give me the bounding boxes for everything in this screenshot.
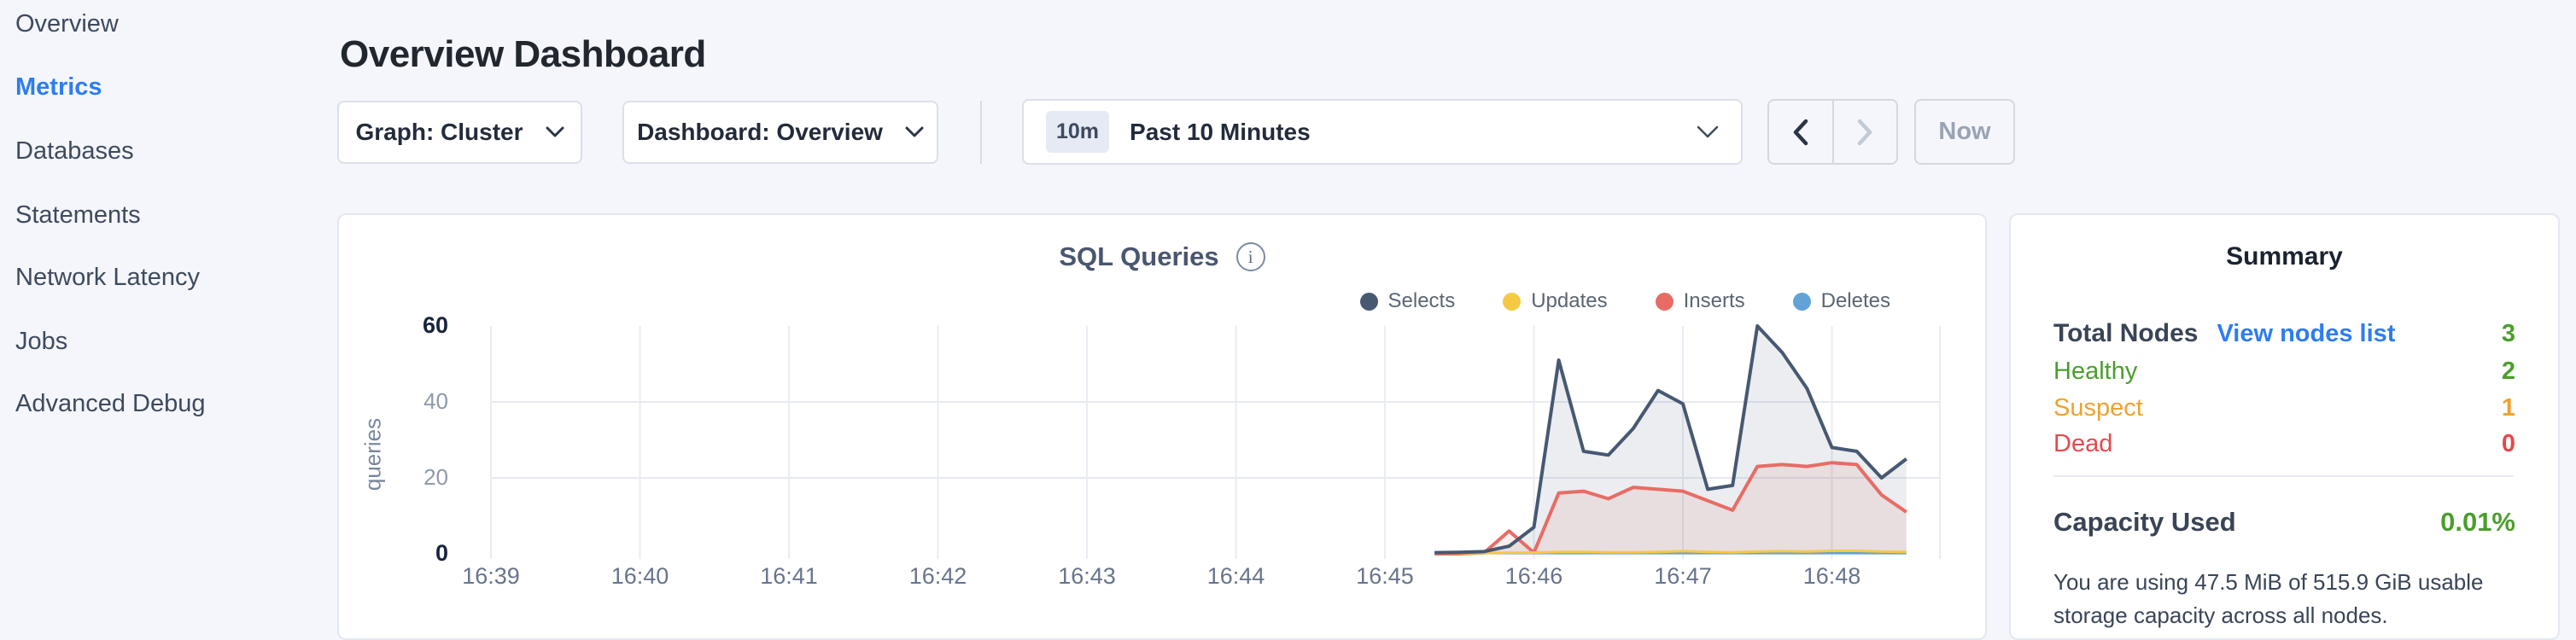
now-button[interactable]: Now [1914,99,2015,165]
capacity-description: You are using 47.5 MiB of 515.9 GiB usab… [2053,569,2484,628]
summary-divider [2053,475,2514,477]
view-nodes-list-link[interactable]: View nodes list [2217,320,2396,347]
time-step-buttons [1767,99,1898,165]
suspect-nodes-row: Suspect 1 [2053,394,2515,422]
chart-legend: Selects Updates Inserts Deletes [1359,289,1890,313]
x-axis-tick: 16:47 [1654,563,1712,589]
x-axis-tick: 16:46 [1504,563,1563,589]
time-step-back-button[interactable] [1769,101,1834,163]
dashboard-label: Dashboard: Overview [637,119,883,145]
legend-item-deletes[interactable]: Deletes [1792,289,1890,313]
chevron-down-icon [546,126,564,137]
sidebar-item-databases[interactable]: Databases [15,137,134,165]
info-icon[interactable]: i [1235,242,1265,271]
legend-label: Deletes [1820,289,1890,312]
x-axis-tick: 16:42 [908,563,967,589]
sidebar-item-statements[interactable]: Statements [15,201,141,229]
legend-label: Inserts [1683,289,1745,312]
time-range-label: Past 10 Minutes [1130,118,1311,145]
graph-scope-label: Graph: Cluster [355,119,523,145]
legend-item-updates[interactable]: Updates [1503,289,1608,313]
sql-queries-plot [490,324,1941,559]
summary-title: Summary [2226,242,2343,271]
summary-panel: Summary Total Nodes View nodes list 3 He… [2009,213,2560,640]
capacity-label: Capacity Used [2053,507,2236,537]
sidebar-item-network-latency[interactable]: Network Latency [15,264,200,291]
time-range-selector[interactable]: 10m Past 10 Minutes [1022,99,1743,165]
graph-scope-dropdown[interactable]: Graph: Cluster [337,101,582,164]
page-title: Overview Dashboard [340,33,706,76]
legend-dot-inserts [1655,292,1674,311]
sidebar-item-overview[interactable]: Overview [15,10,119,38]
chart-title: SQL Queries [1059,241,1219,271]
legend-item-selects[interactable]: Selects [1359,289,1456,313]
suspect-value: 1 [2501,394,2515,422]
chart-header: SQL Queries i [339,241,1985,272]
x-axis-tick: 16:48 [1802,563,1861,589]
legend-label: Updates [1531,289,1608,312]
capacity-value: 0.01% [2440,507,2515,537]
sidebar-item-jobs[interactable]: Jobs [15,328,68,355]
legend-dot-selects [1359,292,1378,311]
time-step-forward-button[interactable] [1834,101,1897,163]
total-nodes-label: Total Nodes [2053,319,2199,347]
healthy-nodes-row: Healthy 2 [2053,358,2515,386]
overview-dashboard-page: { "colors": { "accent_blue": "#2e7df0", … [15,10,2560,640]
x-axis-tick: 16:41 [760,563,818,589]
dead-value: 0 [2501,430,2515,457]
x-axis-tick: 16:44 [1206,563,1265,589]
legend-dot-updates [1503,292,1522,311]
time-range-badge: 10m [1046,111,1110,153]
legend-dot-deletes [1792,292,1811,311]
sidebar-item-advanced-debug[interactable]: Advanced Debug [15,390,206,417]
capacity-row: Capacity Used 0.01% [2053,507,2515,538]
chevron-down-icon [905,126,924,137]
legend-label: Selects [1387,289,1456,312]
dead-nodes-row: Dead 0 [2053,430,2515,458]
dashboard-dropdown[interactable]: Dashboard: Overview [622,101,938,164]
x-axis-tick: 16:45 [1356,563,1414,589]
y-axis-tick: 60 [422,312,448,338]
sql-queries-chart-card: SQL Queries i Selects Updates Inserts De… [337,213,1987,640]
sidebar-item-metrics[interactable]: Metrics [15,73,102,101]
healthy-label: Healthy [2053,358,2138,385]
chevron-left-icon [1793,119,1808,145]
toolbar-divider [980,101,982,164]
healthy-value: 2 [2501,358,2515,385]
suspect-label: Suspect [2053,394,2143,422]
chevron-down-icon [1697,125,1719,137]
total-nodes-value: 3 [2501,320,2515,347]
chevron-right-icon [1858,119,1872,145]
legend-item-inserts[interactable]: Inserts [1655,289,1745,313]
x-axis-tick: 16:40 [610,563,669,589]
y-axis-tick: 0 [435,540,448,566]
x-axis-tick: 16:39 [462,563,520,589]
y-axis-tick: 40 [423,388,448,414]
x-axis-tick: 16:43 [1058,563,1116,589]
dead-label: Dead [2053,430,2113,457]
total-nodes-row: Total Nodes View nodes list 3 [2053,319,2515,348]
y-axis-tick: 20 [423,464,448,490]
